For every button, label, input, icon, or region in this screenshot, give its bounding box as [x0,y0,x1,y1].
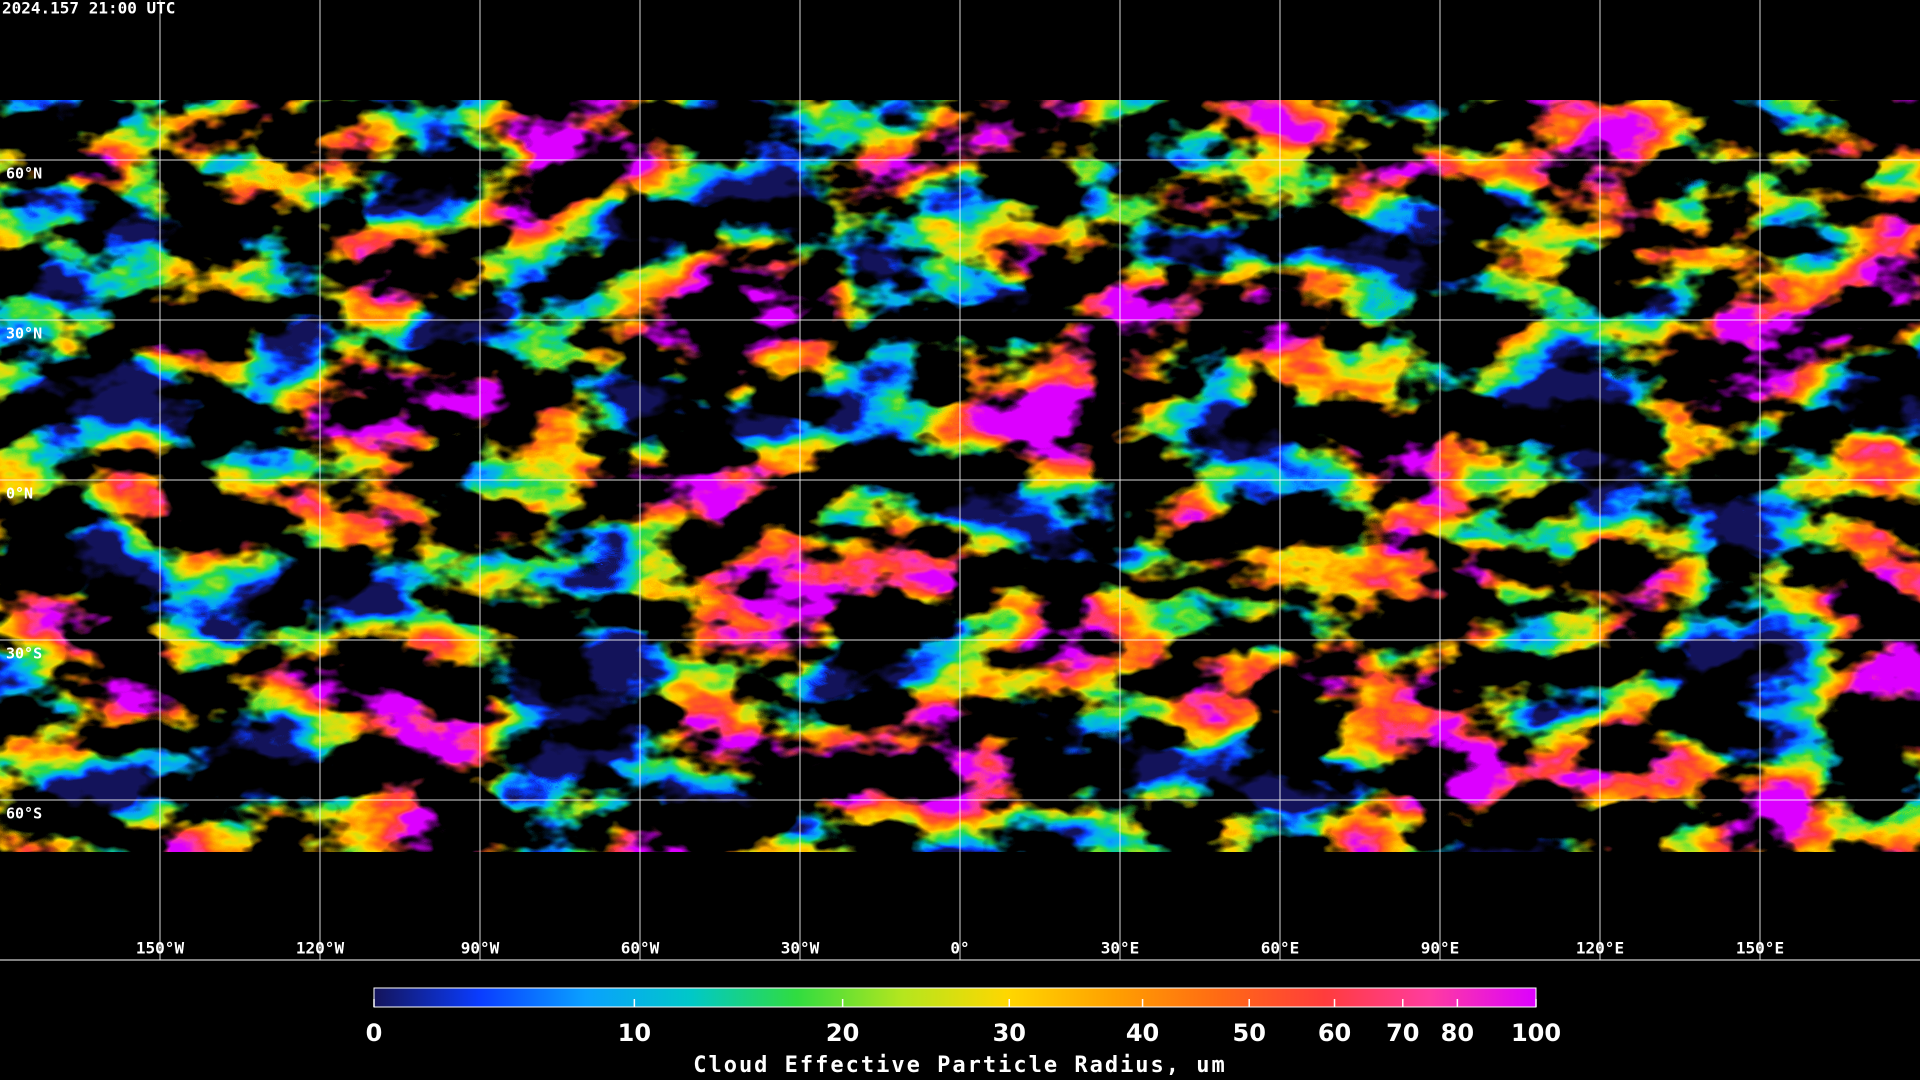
colorbar-tick-label: 100 [1511,1019,1561,1047]
colorbar-tick-label: 60 [1318,1019,1351,1047]
lon-label: 150°E [1736,939,1784,958]
lon-label: 60°E [1261,939,1300,958]
colorbar-title: Cloud Effective Particle Radius, um [693,1053,1227,1078]
lon-label: 120°W [296,939,345,958]
lon-label: 90°W [461,939,500,958]
lon-label: 90°E [1421,939,1460,958]
lon-label: 150°W [136,939,185,958]
lat-label: 30°S [6,645,42,663]
colorbar: 0 10 20 30 40 50 60 70 80 100 [366,987,1561,1047]
colorbar-tick-label: 70 [1386,1019,1419,1047]
lat-label: 60°N [6,165,42,183]
timestamp: 2024.157 21:00 UTC [2,0,175,18]
colorbar-tick-label: 30 [993,1019,1026,1047]
lat-label: 60°S [6,805,42,823]
colorbar-tick-label: 0 [366,1019,383,1047]
colorbar-tick-label: 80 [1441,1019,1474,1047]
lon-label: 30°W [781,939,820,958]
lat-label: 0°N [6,485,33,503]
lon-label: 30°E [1101,939,1140,958]
colorbar-tick-label: 20 [826,1019,859,1047]
lon-label: 60°W [621,939,660,958]
graticule: 60°N 30°N 0°N 30°S 60°S 150°W 120°W 90°W 60°W 30°… [0,0,1920,960]
colorbar-tick-label: 10 [618,1019,651,1047]
colorbar-tick-label: 40 [1126,1019,1159,1047]
lat-label: 30°N [6,325,42,343]
lon-label: 0° [950,939,969,958]
lon-label: 120°E [1576,939,1624,958]
colorbar-tick-label: 50 [1233,1019,1266,1047]
colorbar-bar [373,987,1537,1008]
